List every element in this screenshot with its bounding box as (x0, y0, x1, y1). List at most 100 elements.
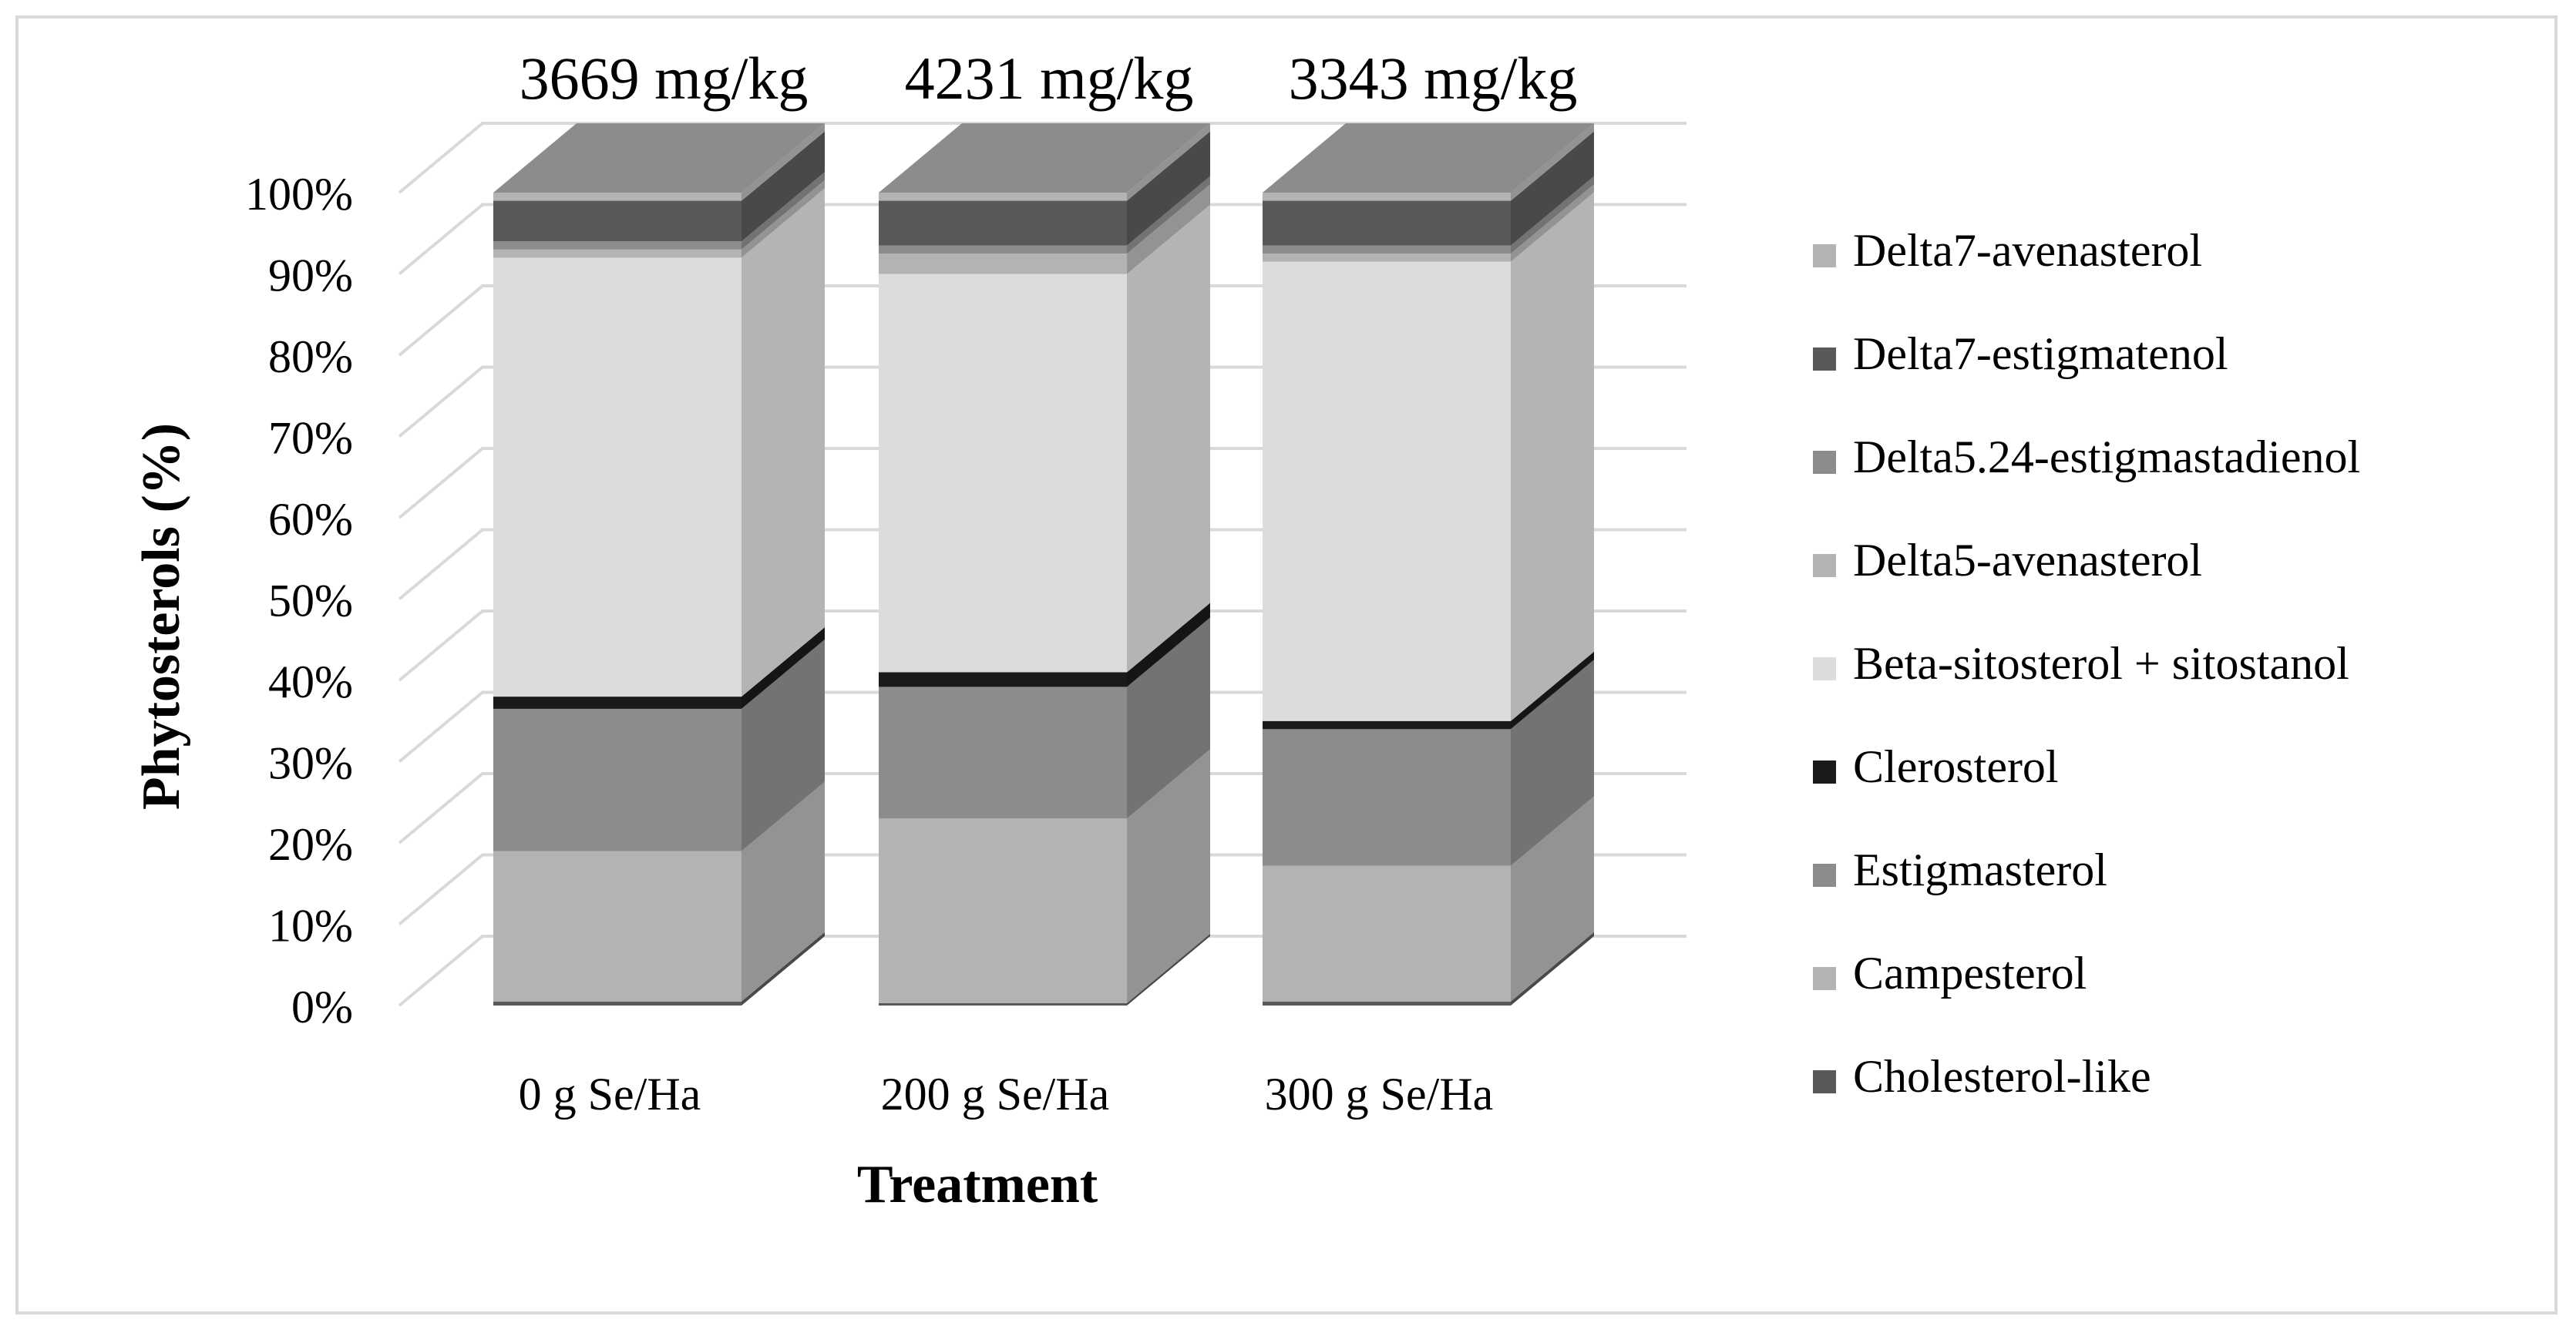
bar-segment-side (1511, 932, 1594, 1006)
bar-segment-side (1127, 123, 1210, 201)
gridline (398, 122, 1687, 194)
bar-segment-side (742, 180, 825, 258)
bar-segment (493, 241, 742, 250)
legend-swatch (1813, 761, 1836, 784)
bar-segment (493, 249, 742, 258)
bar-segment (879, 200, 1127, 246)
bar-segment (879, 818, 1127, 1003)
bar-segment (1263, 261, 1511, 721)
bar-segment (1263, 1001, 1511, 1006)
bar-segment-side (1511, 651, 1594, 730)
bar-segment-side (742, 172, 825, 250)
legend-label: Beta-sitosterol + sitostanol (1853, 638, 2349, 689)
x-tick-label: 0 g Se/Ha (519, 1069, 701, 1120)
y-tick-label: 10% (268, 901, 353, 952)
bar-segment-side (1127, 749, 1210, 1003)
legend-swatch (1813, 554, 1836, 577)
y-tick-label: 50% (268, 576, 353, 626)
x-tick-label: 300 g Se/Ha (1265, 1069, 1494, 1120)
bar-segment-side (1127, 176, 1210, 254)
y-tick-label: 80% (268, 331, 353, 382)
legend-swatch (1813, 244, 1836, 267)
legend-label: Clerosterol (1853, 741, 2059, 792)
bar-segment-side (1511, 176, 1594, 254)
bar-segment (1263, 200, 1511, 246)
y-tick-label: 30% (268, 738, 353, 789)
bar-segment (879, 193, 1127, 201)
legend-swatch (1813, 864, 1836, 887)
legend-label: Estigmasterol (1853, 844, 2107, 895)
legend-label: Campesterol (1853, 948, 2087, 999)
bar-segment-side (742, 639, 825, 851)
bar-segment-side (1511, 184, 1594, 262)
x-axis-ticks: 0 g Se/Ha 200 g Se/Ha 300 g Se/Ha (519, 1069, 1494, 1120)
bar-segment (493, 200, 742, 242)
bars (493, 123, 1594, 1006)
bar-segment-side (742, 131, 825, 242)
y-tick-label: 100% (245, 169, 353, 220)
bar-total-label: 3669 mg/kg (520, 45, 809, 112)
y-tick-label: 40% (268, 656, 353, 707)
bar-top-face (879, 123, 1210, 193)
bar-stack (879, 123, 1210, 1006)
bar-top-face (1263, 123, 1594, 193)
bar-segment (493, 1001, 742, 1006)
bar-segment-side (1127, 933, 1210, 1006)
bar-segment (493, 257, 742, 697)
bar-segment-side (1127, 131, 1210, 246)
bar-segment (493, 708, 742, 851)
y-axis-title: Phytosterols (%) (132, 423, 191, 810)
bar-segment-side (1511, 660, 1594, 866)
bar-segment (493, 697, 742, 709)
bar-segment (879, 1002, 1127, 1006)
bar-segment-side (1511, 123, 1594, 201)
legend-swatch (1813, 657, 1836, 680)
bar-segment-side (1511, 192, 1594, 721)
bar-segment-side (742, 123, 825, 201)
bar-stack (493, 123, 825, 1006)
bar-segment-side (742, 932, 825, 1006)
legend-label: Delta7-estigmatenol (1853, 328, 2228, 379)
bar-segment (1263, 720, 1511, 730)
y-tick-label: 0% (291, 982, 353, 1032)
bar-segment-side (742, 781, 825, 1002)
bar-total-label: 4231 mg/kg (905, 45, 1194, 112)
bar-segment (493, 851, 742, 1002)
legend-swatch (1813, 1070, 1836, 1093)
bar-totals: 3669 mg/kg 4231 mg/kg 3343 mg/kg (520, 45, 1578, 112)
legend-label: Delta5.24-estigmastadienol (1853, 431, 2360, 482)
y-axis-ticks: 0% 10% 20% 30% 40% 50% 60% 70% 80% 90% 100% (245, 169, 353, 1032)
bar-total-label: 3343 mg/kg (1289, 45, 1578, 112)
bar-segment (879, 687, 1127, 819)
bar-segment (1263, 865, 1511, 1002)
bar-segment-side (742, 188, 825, 697)
bar-segment-side (1127, 184, 1210, 274)
bar-segment-side (1511, 131, 1594, 246)
legend-swatch (1813, 967, 1836, 990)
bar-segment (1263, 245, 1511, 254)
legend-label: Cholesterol-like (1853, 1051, 2151, 1102)
y-tick-label: 20% (268, 819, 353, 870)
bar-segment-side (1511, 796, 1594, 1002)
bar-segment-side (742, 627, 825, 709)
legend-label: Delta7-avenasterol (1853, 225, 2202, 276)
bar-segment (1263, 254, 1511, 262)
bar-segment (879, 245, 1127, 254)
bar-segment-side (1127, 617, 1210, 819)
x-axis-title: Treatment (857, 1155, 1098, 1214)
bar-segment (1263, 729, 1511, 866)
bar-stack (1263, 123, 1594, 1006)
bar-segment (1263, 193, 1511, 201)
legend: Delta7-avenasterol Delta7-estigmatenol Del… (1813, 225, 2360, 1102)
bar-segment-side (1127, 603, 1210, 687)
x-tick-label: 200 g Se/Ha (881, 1069, 1110, 1120)
legend-label: Delta5-avenasterol (1853, 535, 2202, 586)
bar-segment-side (1127, 204, 1210, 673)
bar-segment (493, 193, 742, 201)
bar-segment (879, 254, 1127, 274)
y-tick-label: 60% (268, 494, 353, 545)
legend-swatch (1813, 451, 1836, 474)
bar-segment (879, 274, 1127, 673)
legend-swatch (1813, 348, 1836, 371)
bar-segment (879, 672, 1127, 687)
